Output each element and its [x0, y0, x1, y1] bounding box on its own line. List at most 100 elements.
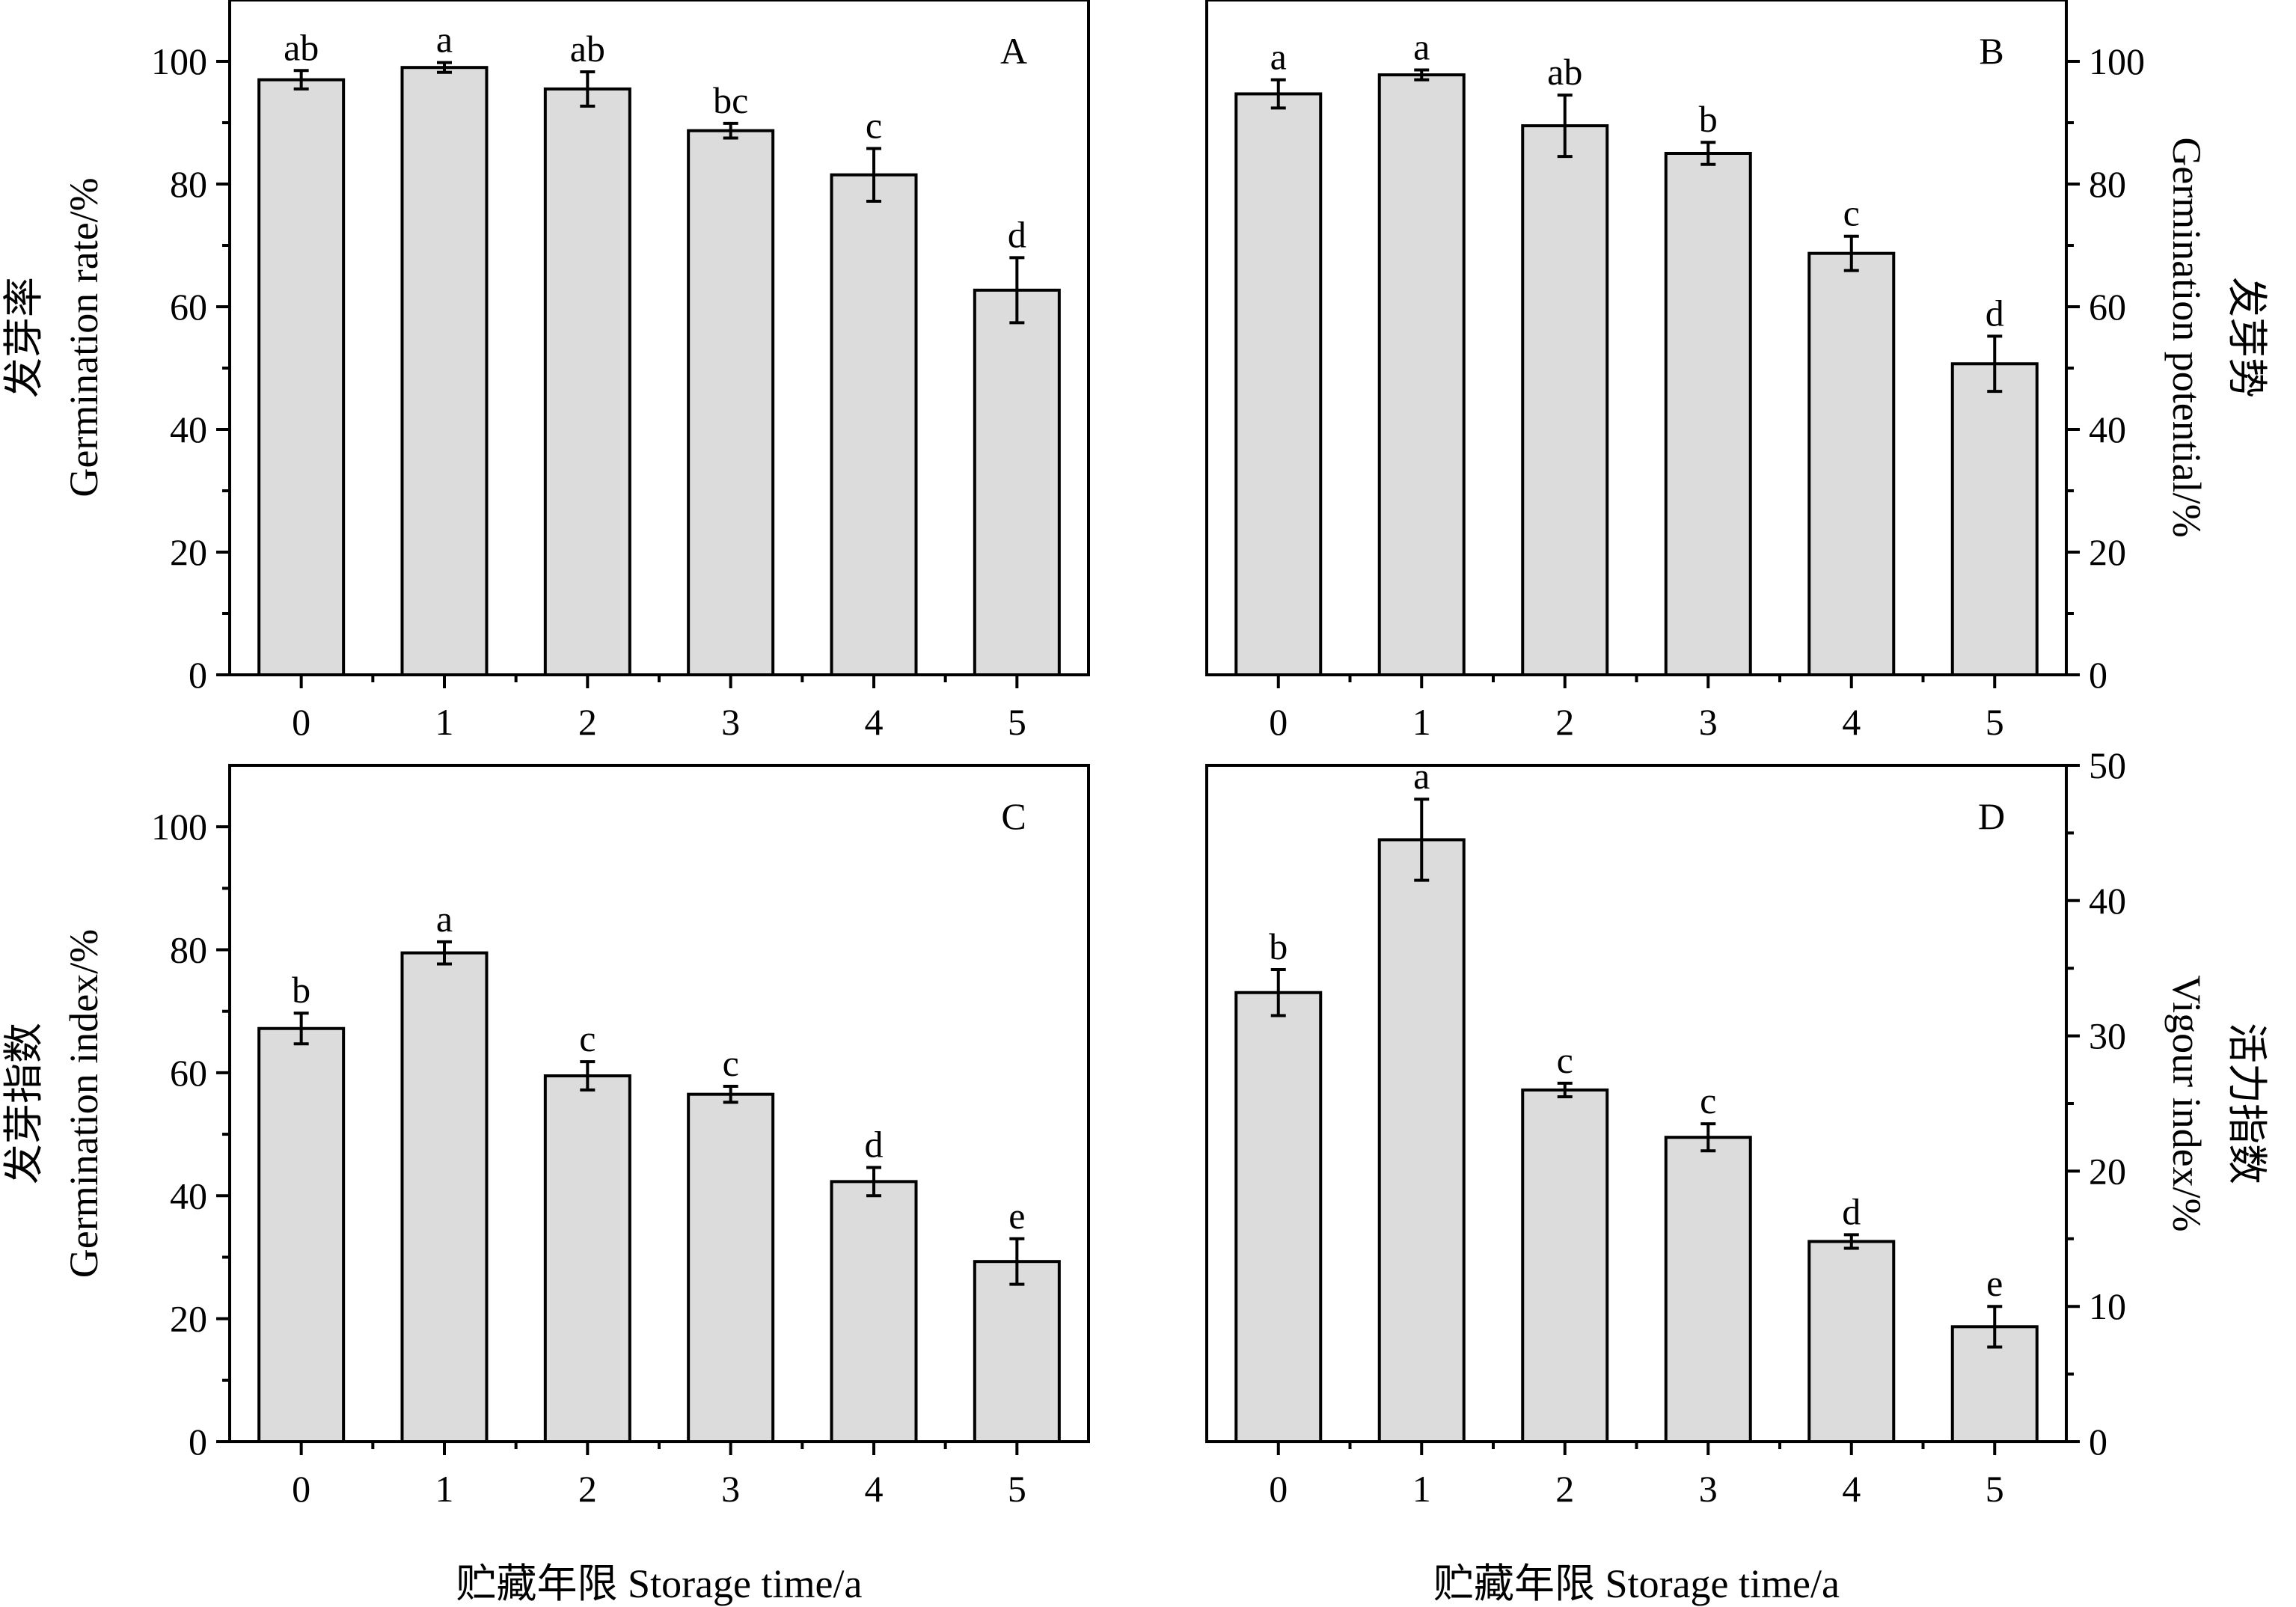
panel-b-xtick-label-1: 1	[1412, 701, 1431, 743]
panel-c-frame	[228, 764, 1090, 1443]
panel-b-frame	[1205, 0, 2068, 676]
panel-a-ytick-label-3: 60	[170, 286, 207, 328]
panel-d-sig-letter-2: c	[1557, 1039, 1573, 1081]
panel-d-ytick-label-0: 0	[2089, 1421, 2107, 1463]
panel-b-sig-letter-0: a	[1270, 36, 1287, 78]
panel-a-bar-0	[257, 78, 346, 677]
panel-c-sig-letter-0: b	[292, 969, 310, 1011]
panel-a-ytick-label-1: 20	[170, 531, 207, 573]
panel-d-xtick-label-3: 3	[1699, 1468, 1718, 1510]
panel-a-frame	[228, 0, 1090, 676]
panel-d-ytick-label-4: 40	[2089, 880, 2126, 922]
panel-c-ylabel: Germination index/%	[61, 929, 106, 1278]
panel-a-xtick-label-2: 2	[578, 701, 597, 743]
panel-a-sig-letter-2: ab	[570, 28, 605, 70]
panel-c-sig-letter-5: e	[1008, 1195, 1025, 1237]
panel-a-ytick-label-2: 40	[170, 408, 207, 450]
panel-b-label: B	[1979, 30, 2003, 72]
panel-d-xtick-label-0: 0	[1269, 1468, 1288, 1510]
panel-a-xtick-label-3: 3	[721, 701, 740, 743]
panel-b-sig-letter-3: b	[1699, 98, 1718, 140]
panel-c-ytick-label-2: 40	[170, 1175, 207, 1216]
panel-a-bar-5	[973, 288, 1061, 676]
panel-b-bar-3	[1664, 152, 1752, 676]
panel-b-ytick-label-5: 100	[2089, 40, 2145, 82]
panel-c-xtick-label-4: 4	[865, 1468, 884, 1510]
panel-c-bar-4	[830, 1180, 918, 1443]
panel-a-sig-letter-0: ab	[284, 26, 319, 68]
panel-c-sig-letter-4: d	[865, 1123, 884, 1165]
panel-c-bar-1	[400, 951, 489, 1443]
panel-d-xtick-label-4: 4	[1842, 1468, 1861, 1510]
panel-d-ytick-label-2: 20	[2089, 1150, 2126, 1192]
panel-b-bar-1	[1377, 73, 1466, 677]
panel-b-sig-letter-1: a	[1413, 25, 1430, 67]
panel-b-sig-letter-4: c	[1843, 192, 1860, 234]
panel-b-ytick-label-0: 0	[2089, 654, 2107, 696]
panel-b-bar-2	[1521, 124, 1609, 677]
panel-b-sig-letter-5: d	[1986, 292, 2004, 334]
panel-d-sig-letter-1: a	[1413, 755, 1430, 797]
panel-a-ytick-label-0: 0	[189, 654, 207, 696]
panel-d-bar-3	[1664, 1136, 1752, 1443]
panel-a-sig-letter-5: d	[1008, 213, 1026, 255]
panel-d-bar-1	[1377, 838, 1466, 1443]
panel-b-bar-5	[1950, 362, 2039, 676]
panel-c-sig-letter-1: a	[436, 898, 453, 940]
panel-a-xtick-label-4: 4	[865, 701, 884, 743]
panel-c-label: C	[1001, 795, 1026, 837]
panel-b-ytick-label-1: 20	[2089, 531, 2126, 573]
panel-d-xlabel: 贮藏年限 Storage time/a	[1433, 1561, 1840, 1606]
panel-c-ylabel-cn: 发芽指数	[1, 1023, 46, 1184]
panel-d-ytick-label-1: 10	[2089, 1285, 2126, 1327]
panel-d-ytick-label-3: 30	[2089, 1015, 2126, 1057]
panel-d-sig-letter-3: c	[1700, 1080, 1716, 1121]
panel-b-ytick-label-3: 60	[2089, 286, 2126, 328]
panel-a-bar-2	[543, 87, 631, 676]
panel-a-label: A	[1000, 30, 1027, 72]
panel-b-xtick-label-3: 3	[1699, 701, 1718, 743]
panel-c-xtick-label-5: 5	[1008, 1468, 1026, 1510]
panel-b-xtick-label-5: 5	[1986, 701, 2004, 743]
panel-b-ylabel: Germination potential/%	[2164, 137, 2209, 537]
panel-c-ytick-label-4: 80	[170, 929, 207, 971]
panel-d-sig-letter-4: d	[1842, 1190, 1861, 1232]
panel-b-ytick-label-4: 80	[2089, 163, 2126, 205]
panel-a-bar-4	[830, 173, 918, 676]
panel-d-label: D	[1978, 795, 2005, 837]
panel-d-bar-0	[1234, 991, 1323, 1443]
panel-c-xtick-label-0: 0	[292, 1468, 310, 1510]
panel-d-bar-2	[1521, 1088, 1609, 1444]
panel-c-bar-5	[973, 1260, 1061, 1443]
panel-a-sig-letter-3: bc	[713, 79, 748, 121]
panel-c-ytick-label-1: 20	[170, 1298, 207, 1340]
panel-a-xtick-label-0: 0	[292, 701, 310, 743]
panel-a-bar-1	[400, 66, 489, 676]
panel-a-ylabel-cn: 发芽率	[1, 277, 46, 398]
panel-a-xtick-label-1: 1	[435, 701, 454, 743]
panel-a-ytick-label-5: 100	[151, 40, 207, 82]
panel-d-xtick-label-1: 1	[1412, 1468, 1431, 1510]
panel-b-bar-0	[1234, 92, 1323, 676]
panel-c-xtick-label-1: 1	[435, 1468, 454, 1510]
panel-c-ytick-label-0: 0	[189, 1421, 207, 1463]
panel-b-xtick-label-0: 0	[1269, 701, 1288, 743]
panel-c-bar-0	[257, 1026, 346, 1443]
panel-d-bar-4	[1807, 1240, 1896, 1444]
panel-a-ylabel: Germination rate/%	[61, 177, 106, 497]
panel-d-frame	[1205, 764, 2068, 1443]
panel-b-xtick-label-2: 2	[1555, 701, 1574, 743]
panel-d-ytick-label-5: 50	[2089, 744, 2126, 786]
panel-c-ytick-label-3: 60	[170, 1052, 207, 1094]
panel-c-sig-letter-3: c	[723, 1042, 739, 1084]
panel-d-xtick-label-5: 5	[1986, 1468, 2004, 1510]
panel-b-xtick-label-4: 4	[1842, 701, 1861, 743]
panel-c-bar-3	[687, 1092, 775, 1443]
panel-a-sig-letter-1: a	[436, 19, 453, 61]
panel-a-sig-letter-4: c	[866, 104, 882, 146]
panel-d-sig-letter-5: e	[1986, 1262, 2003, 1304]
panel-d-ylabel: Vigour index/%	[2164, 975, 2209, 1231]
panel-c-ytick-label-5: 100	[151, 806, 207, 848]
panel-b-sig-letter-2: ab	[1547, 51, 1582, 93]
panel-a-xtick-label-5: 5	[1008, 701, 1026, 743]
